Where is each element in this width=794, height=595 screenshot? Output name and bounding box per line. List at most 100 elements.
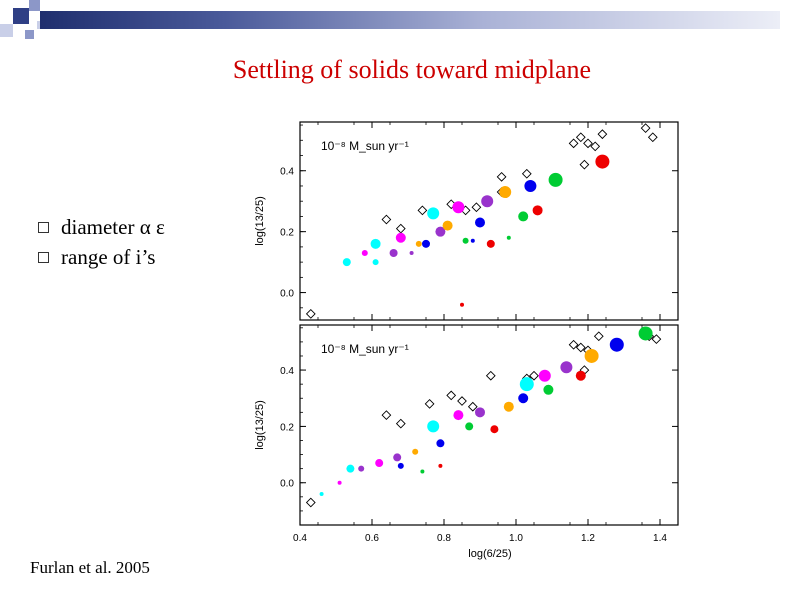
bullet-list: diameter α ε range of i’s [38,212,165,272]
data-point-violet [409,250,414,255]
plot-frame-top [299,121,679,321]
bullet-item: diameter α ε [38,212,165,242]
data-point-magenta [395,232,406,243]
data-point-green [420,469,425,474]
data-point-cyan [319,492,324,497]
data-point-violet [435,226,446,237]
data-point-red [532,205,543,216]
data-point-green [638,326,653,341]
data-point-red [486,239,495,248]
data-point-blue [436,439,445,448]
data-point-observed [568,339,579,350]
data-point-green [462,237,469,244]
citation: Furlan et al. 2005 [30,558,150,577]
data-point-observed [597,129,608,140]
y-tick-label: 0.4 [280,167,294,178]
data-point-observed [305,497,316,508]
data-point-blue [470,238,475,243]
data-point-observed [568,138,579,149]
data-point-green [518,211,529,222]
data-point-cyan [427,207,440,220]
data-point-green [506,235,511,240]
data-point-observed [467,401,478,412]
data-point-red [490,425,499,434]
data-point-observed [583,138,593,149]
data-point-observed [521,168,532,179]
data-point-observed [593,331,604,342]
data-point-observed [485,370,496,381]
data-point-orange [415,240,422,247]
data-point-cyan [519,377,534,392]
x-tick-label: 1.4 [653,533,667,544]
data-point-cyan [346,464,355,473]
data-point-blue [422,239,430,248]
bullet-item: range of i’s [38,242,165,272]
data-point-magenta [337,480,342,485]
data-point-magenta [361,249,368,256]
data-point-cyan [342,258,351,267]
data-point-orange [584,348,599,363]
y-axis-label: log(13/25) [254,196,266,246]
data-point-orange [499,186,512,199]
x-axis-label: log(6/25) [468,548,511,560]
data-point-red [460,302,464,307]
data-point-violet [475,407,485,418]
data-point-observed [395,418,406,429]
bullet-label: diameter α ε [61,215,165,239]
data-point-orange [442,220,453,231]
scatter-figure: 0.0 0.2 0.4 log(13/25) 10⁻⁸ M_sun yr⁻¹ 0.0 0.2… [254,121,679,560]
data-point-magenta [375,459,384,468]
data-point-magenta [538,369,551,382]
data-point-green [465,422,474,431]
data-point-observed [651,334,662,344]
data-point-cyan [372,259,379,266]
x-tick-label: 1.2 [581,533,595,544]
data-point-orange [503,401,514,412]
data-point-observed [395,223,406,234]
data-point-violet [393,453,402,462]
bullet-label: range of i’s [61,245,156,269]
x-tick-label: 0.8 [437,533,451,544]
data-point-observed [590,141,601,152]
data-point-observed [417,205,428,216]
y-tick-label: 0.0 [280,289,294,300]
plot-frame-bottom [299,324,679,526]
data-point-observed [457,396,467,406]
data-point-observed [496,171,507,182]
rate-annotation: 10⁻⁸ M_sun yr⁻¹ [321,139,409,153]
data-point-violet [481,195,494,208]
data-point-red [438,463,443,468]
slide-title: Settling of solids toward midplane [232,55,592,84]
data-point-magenta [452,201,465,214]
header-gradient-bar [40,11,780,29]
data-point-violet [358,465,365,472]
data-point-red [595,154,610,169]
data-point-observed [529,370,539,381]
data-point-blue [475,217,485,228]
data-point-blue [524,179,537,192]
data-point-cyan [427,420,440,433]
y-tick-label: 0.2 [280,228,294,239]
y-tick-label: 0.4 [280,366,294,377]
data-point-blue [609,337,624,352]
data-point-magenta [453,410,464,421]
data-point-observed [305,309,316,319]
data-point-observed [446,390,457,401]
decor-square-dark [13,8,29,24]
data-point-violet [389,248,398,257]
data-point-observed [647,132,658,143]
data-point-observed [575,132,586,143]
x-tick-label: 1.0 [509,533,523,544]
data-point-cyan [370,238,381,249]
data-point-observed [424,398,435,409]
data-point-violet [560,361,573,374]
x-tick-label: 0.6 [365,533,379,544]
data-point-green [548,172,563,187]
data-point-orange [412,448,419,455]
decor-square-mid [29,0,40,11]
data-point-green [543,384,554,395]
decor-square-small [25,30,34,39]
y-tick-label: 0.2 [280,422,294,433]
data-point-observed [381,410,392,421]
data-point-observed [640,123,651,133]
